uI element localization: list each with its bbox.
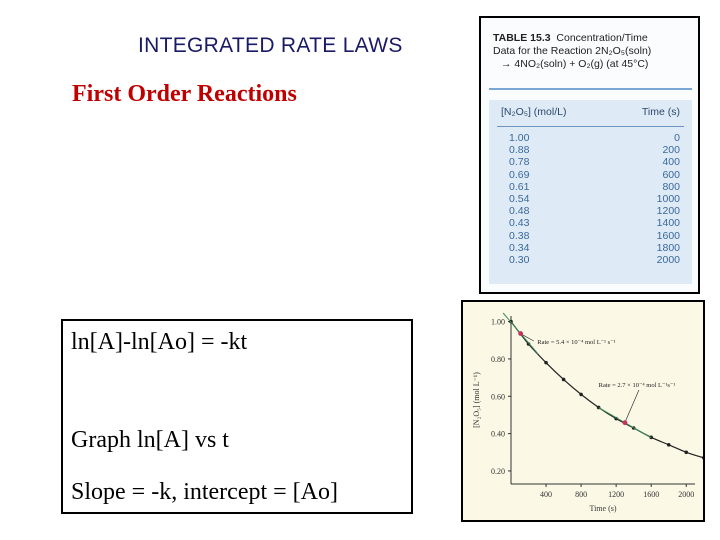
slide-subtitle: First Order Reactions (72, 81, 297, 107)
rate-annotation: Rate = 5.4 × 10⁻⁴ mol L⁻¹ s⁻¹ (537, 339, 615, 346)
table-row: 0.43 1400 (489, 217, 692, 229)
concentration-cell: 0.78 (509, 156, 530, 169)
equation-box: ln[A]-ln[Ao] = -kt Graph ln[A] vs t Slop… (61, 319, 413, 514)
table-row: 0.78 400 (489, 156, 692, 168)
x-tick-label: 800 (575, 490, 587, 499)
concentration-cell: 0.61 (509, 180, 530, 193)
header-divider (497, 126, 684, 127)
data-point (579, 392, 583, 397)
table-caption-line-2: Data for the Reaction 2N₂O₅(soln) (493, 45, 652, 57)
table-row: 0.34 1800 (489, 242, 692, 254)
y-tick-label: 0.40 (491, 430, 505, 439)
time-cell: 0 (674, 132, 680, 144)
data-point (544, 360, 548, 365)
time-cell: 200 (662, 144, 680, 157)
x-tick-label: 2000 (678, 490, 694, 499)
table-row: 1.00 0 (489, 132, 692, 144)
x-tick-label: 400 (540, 490, 552, 499)
tangent-point (518, 331, 524, 336)
annotation-arrow (625, 389, 640, 421)
table-rule (489, 88, 692, 90)
table-row: 0.38 1600 (489, 230, 692, 242)
time-cell: 1400 (656, 217, 680, 230)
table-body: [N₂O₅] (mol/L) Time (s) 1.00 0 0.88 200 0.78… (489, 100, 692, 284)
x-tick-label: 1600 (643, 490, 659, 499)
concentration-cell: 0.43 (509, 217, 530, 230)
x-axis-label: Time (s) (589, 504, 616, 513)
concentration-cell: 1.00 (509, 132, 530, 144)
data-point (701, 456, 706, 460)
table-caption-line-3: → 4NO₂(soln) + O₂(g) (at 45°C) (501, 58, 649, 70)
y-axis-label: [N₂O₅] (mol L⁻¹) (472, 372, 481, 428)
table-caption-line-1: Concentration/Time (556, 32, 648, 44)
concentration-cell: 0.34 (509, 241, 530, 254)
concentration-cell: 0.54 (509, 193, 530, 205)
concentration-cell: 0.48 (509, 205, 530, 218)
y-tick-label: 0.80 (491, 355, 505, 364)
slope-intercept-note: Slope = -k, intercept = [Ao] (71, 479, 338, 505)
table-row: 0.69 600 (489, 169, 692, 181)
tangent-point (622, 420, 628, 426)
time-cell: 400 (662, 156, 680, 169)
rate-annotation: Rate = 2.7 × 10⁻⁴ mol L⁻¹s⁻¹ (599, 382, 676, 389)
table-row: 0.30 2000 (489, 254, 692, 266)
table-row: 0.61 800 (489, 181, 692, 193)
annotation-arrow (522, 334, 534, 342)
x-tick-label: 1200 (608, 490, 624, 499)
concentration-cell: 0.88 (509, 144, 530, 157)
column-header-concentration: [N₂O₅] (mol/L) (501, 106, 567, 118)
time-cell: 600 (662, 168, 680, 181)
data-point (561, 377, 566, 382)
data-point (666, 443, 671, 447)
table-caption: TABLE 15.3 Concentration/Time Data for t… (493, 32, 692, 71)
rate-law-equation: ln[A]-ln[Ao] = -kt (71, 329, 248, 355)
time-cell: 1200 (656, 205, 680, 218)
y-tick-label: 0.20 (491, 467, 505, 476)
table-row: 0.48 1200 (489, 205, 692, 217)
table-row: 0.54 1000 (489, 193, 692, 205)
concentration-cell: 0.38 (509, 229, 530, 242)
concentration-cell: 0.69 (509, 168, 530, 181)
time-cell: 1600 (656, 229, 680, 242)
y-tick-label: 0.60 (491, 392, 505, 401)
time-cell: 2000 (656, 254, 680, 266)
concentration-cell: 0.30 (509, 254, 530, 266)
column-header-time: Time (s) (641, 106, 680, 118)
graph-instruction: Graph ln[A] vs t (71, 427, 229, 453)
y-tick-label: 1.00 (491, 318, 505, 327)
time-cell: 1000 (656, 193, 680, 205)
slide-title: INTEGRATED RATE LAWS (138, 34, 403, 57)
concentration-time-graph: 1.00 0.80 0.60 0.40 0.20 400 800 1200 1600 2000 Ti… (461, 300, 706, 522)
chart-svg: 1.00 0.80 0.60 0.40 0.20 400 800 1200 1600 2000 Ti… (472, 312, 706, 513)
table-row: 0.88 200 (489, 144, 692, 156)
time-cell: 800 (662, 180, 680, 193)
table-number: TABLE 15.3 (493, 32, 551, 44)
time-cell: 1800 (656, 241, 680, 254)
data-point (684, 450, 689, 455)
concentration-table: TABLE 15.3 Concentration/Time Data for t… (479, 16, 700, 294)
